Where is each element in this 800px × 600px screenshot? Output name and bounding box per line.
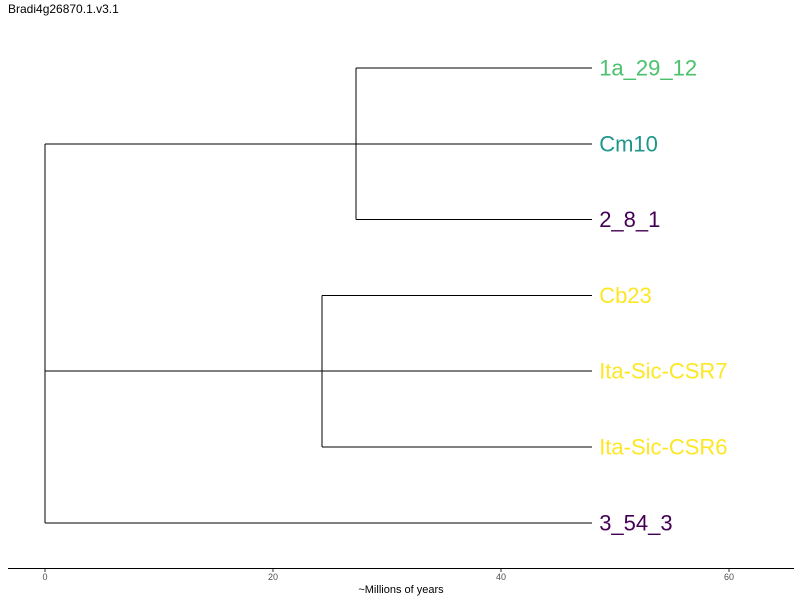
x-axis-ticks: 0 20 40 60 xyxy=(42,569,734,582)
tip-label: Ita-Sic-CSR6 xyxy=(599,435,727,460)
tip-label: Cm10 xyxy=(599,131,658,156)
x-tick-label: 40 xyxy=(496,572,506,582)
x-axis: 0 20 40 60 ~Millions of years xyxy=(8,568,794,596)
branches xyxy=(44,67,593,524)
tip-label: Ita-Sic-CSR7 xyxy=(599,359,727,384)
tip-label: Cb23 xyxy=(599,283,652,308)
chart-title: Bradi4g26870.1.v3.1 xyxy=(8,2,119,16)
tip-labels: 1a_29_12 Cm10 2_8_1 Cb23 Ita-Sic-CSR7 Ita-Sic… xyxy=(599,56,727,536)
tip-label: 2_8_1 xyxy=(599,207,660,232)
x-tick-label: 60 xyxy=(724,572,734,582)
x-tick-label: 0 xyxy=(42,572,47,582)
x-tick-label: 20 xyxy=(268,572,278,582)
tip-label: 3_54_3 xyxy=(599,510,672,535)
x-axis-title: ~Millions of years xyxy=(358,584,444,596)
tip-label: 1a_29_12 xyxy=(599,56,697,81)
